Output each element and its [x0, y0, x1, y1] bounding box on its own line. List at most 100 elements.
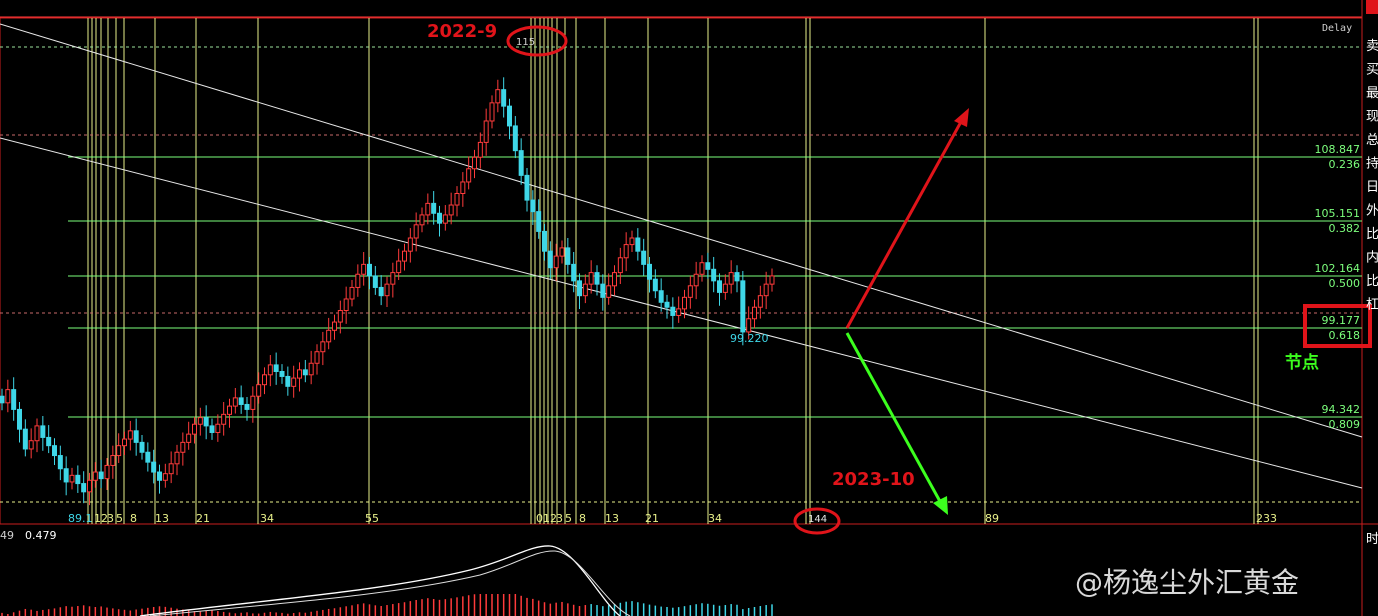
candle-body [425, 202, 431, 216]
fib-time-lines [87, 18, 1259, 524]
indicator-line-fast [139, 545, 621, 616]
candle-body [664, 301, 670, 308]
candle-body [728, 272, 734, 285]
candle-body [87, 479, 92, 493]
fib-ratio-label: 0.382 [1329, 222, 1361, 235]
candle-body [337, 310, 343, 323]
candle-body [757, 295, 763, 308]
candle-body [291, 377, 297, 387]
candle-body [378, 286, 384, 297]
candle-body [518, 150, 524, 176]
main-plot-frame [0, 17, 1363, 525]
candle-body [693, 273, 699, 287]
candle-body [0, 395, 5, 404]
down-arrow-line [845, 332, 944, 506]
low-price-label: 99.220 [730, 332, 769, 345]
candle-body [92, 471, 98, 481]
start-price-label: 89.1 [68, 512, 93, 525]
candle-body [682, 296, 687, 310]
candle-body [314, 351, 320, 364]
candle-body [722, 283, 728, 293]
candle-body [571, 263, 577, 282]
candle-body [122, 438, 127, 447]
fib-time-label: 233 [1256, 512, 1277, 525]
indicator-line-slow [149, 550, 631, 616]
fib-time-label: 34 [708, 512, 722, 525]
candle-body [617, 257, 623, 274]
candle-body [477, 141, 483, 158]
fib-time-label: 3 [107, 512, 114, 525]
fib-time-label: 5 [116, 512, 123, 525]
candle-body [390, 272, 396, 285]
right-panel-char: 最 [1366, 86, 1378, 101]
fib-price-label: 108.847 [1315, 143, 1361, 156]
candle-body [367, 263, 372, 277]
candle-body [577, 280, 582, 297]
fib-time-label: 3 [556, 512, 563, 525]
candle-body [302, 369, 308, 376]
candle-body [384, 283, 390, 297]
candle-body [419, 214, 425, 226]
candle-body [402, 250, 407, 262]
fib-retracement-lines [68, 156, 1362, 418]
candle-body [22, 428, 28, 450]
candle-body [600, 283, 606, 298]
right-panel-char: 买 [1366, 63, 1378, 78]
bottom-circle [793, 507, 841, 535]
fib-ratio-label: 0.618 [1329, 329, 1361, 342]
candle-body [349, 286, 355, 300]
fib-time-label: 13 [605, 512, 619, 525]
candle-body [168, 463, 174, 475]
candle-body [454, 193, 460, 206]
candle-body [530, 199, 536, 213]
candle-body [116, 445, 122, 457]
right-panel-char: 持 [1366, 157, 1378, 172]
candle-body [431, 202, 437, 214]
candle-body [746, 318, 752, 333]
right-panel-char: 外 [1366, 204, 1378, 219]
candle-body [46, 436, 52, 447]
candle-body [320, 341, 326, 353]
candle-body [17, 408, 22, 430]
candle-body [180, 441, 186, 453]
right-panel-char: 比 [1366, 274, 1378, 289]
bottom-date-annotation: 2023-10 [832, 469, 915, 490]
node-label: 节点 [1285, 352, 1319, 373]
right-panel-char: 比 [1366, 227, 1378, 242]
candle-body [734, 272, 740, 282]
candle-body [565, 247, 571, 265]
candle-body [460, 181, 466, 195]
candle-body [472, 156, 477, 170]
candle-body [676, 308, 682, 316]
candle-body [501, 89, 507, 107]
delay-label: Delay [1322, 23, 1352, 34]
candle-body [127, 430, 133, 440]
candle-body [262, 374, 267, 386]
candle-body [110, 455, 116, 466]
candle-body [267, 364, 273, 376]
peak-circle [506, 25, 568, 57]
candle-body [192, 423, 197, 435]
candle-body [52, 445, 57, 457]
candle-body [5, 389, 11, 404]
candle-body [215, 423, 221, 433]
candle-body [285, 375, 291, 387]
candle-body [221, 413, 227, 425]
candle-body [396, 260, 402, 274]
candle-body [582, 283, 588, 297]
up-arrow-line [845, 119, 964, 329]
fib-time-label: 8 [579, 512, 586, 525]
candle-body [507, 105, 512, 127]
candle-body [157, 471, 162, 481]
candle-body [273, 364, 279, 373]
candle-body [133, 430, 139, 443]
candle-body [483, 120, 489, 143]
fib-time-label: 5 [565, 512, 572, 525]
right-panel-badge [1366, 0, 1378, 14]
candle-body [34, 425, 40, 442]
down-arrowhead [933, 496, 948, 515]
candle-body [69, 474, 75, 483]
fib-time-label: 012 [536, 512, 557, 525]
